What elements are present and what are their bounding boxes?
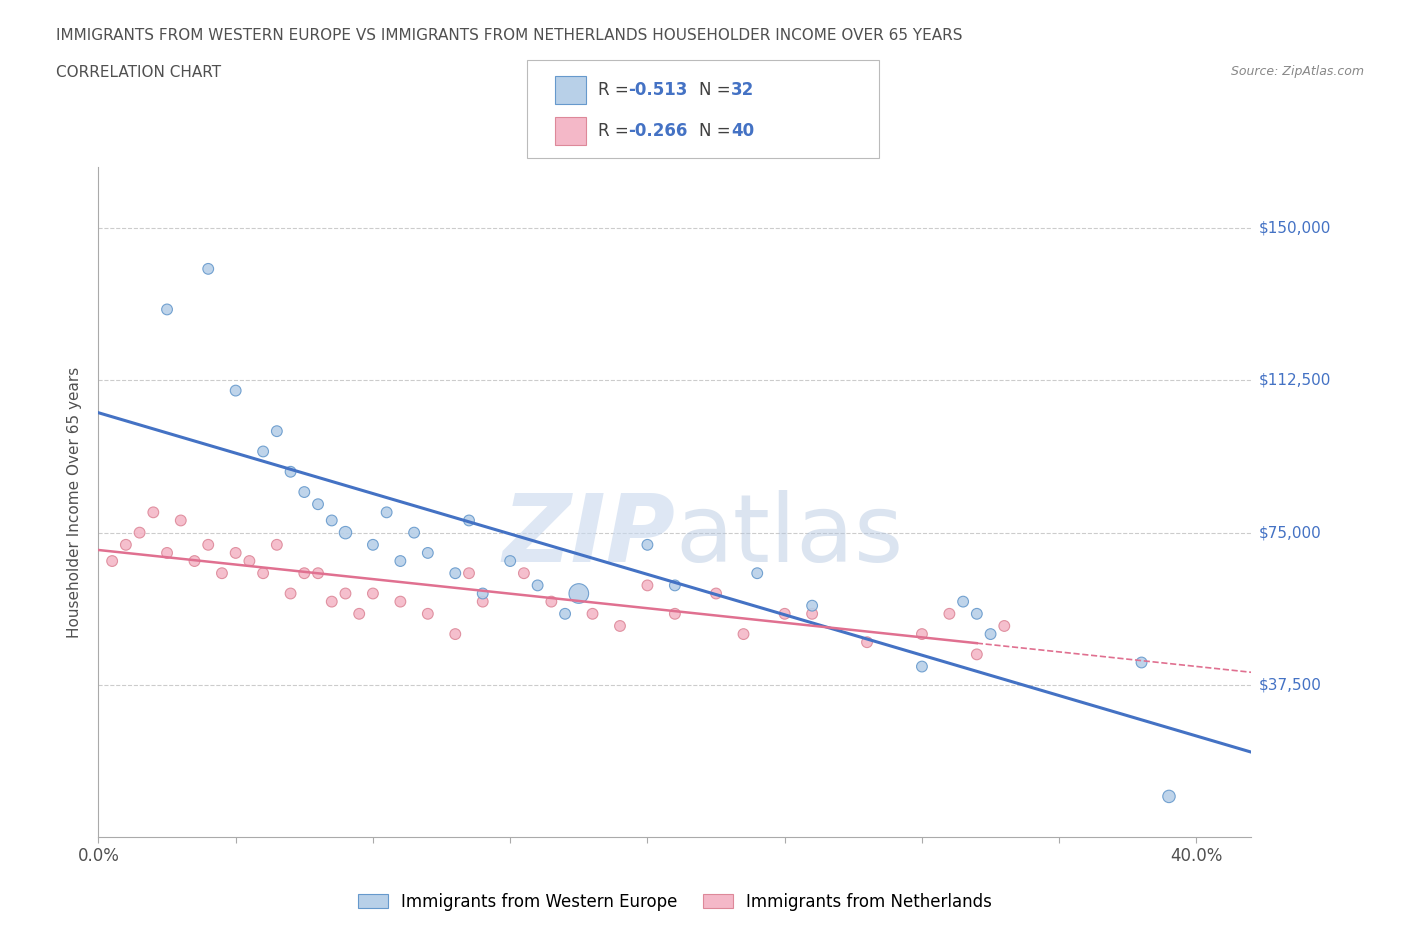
Point: [911, 659, 934, 674]
Point: [225, 383, 247, 398]
Text: 40: 40: [731, 123, 754, 140]
Text: R =: R =: [598, 81, 634, 99]
Point: [733, 627, 755, 642]
Point: [292, 565, 315, 580]
Point: [183, 553, 205, 568]
Point: [115, 538, 138, 552]
Point: [252, 565, 274, 580]
Text: $112,500: $112,500: [1258, 373, 1330, 388]
Point: [581, 606, 603, 621]
Point: [347, 606, 370, 621]
Point: [444, 627, 467, 642]
Point: [540, 594, 562, 609]
Point: [980, 627, 1002, 642]
Point: [554, 606, 576, 621]
Text: $150,000: $150,000: [1258, 220, 1330, 236]
Point: [252, 444, 274, 458]
Point: [170, 513, 193, 528]
Point: [664, 606, 686, 621]
Point: [280, 586, 302, 601]
Point: [321, 513, 343, 528]
Point: [389, 553, 412, 568]
Text: R =: R =: [598, 123, 634, 140]
Point: [416, 606, 439, 621]
Text: N =: N =: [699, 123, 735, 140]
Point: [526, 578, 548, 592]
Point: [609, 618, 631, 633]
Point: [404, 525, 426, 540]
Point: [156, 302, 179, 317]
Point: [458, 513, 481, 528]
Text: ZIP: ZIP: [502, 490, 675, 581]
Point: [335, 586, 357, 601]
Point: [966, 647, 988, 662]
Point: [389, 594, 412, 609]
Point: [321, 594, 343, 609]
Point: [458, 565, 481, 580]
Point: [801, 598, 824, 613]
Point: [636, 578, 658, 592]
Point: [952, 594, 974, 609]
Point: [361, 586, 384, 601]
Point: [1157, 789, 1180, 804]
Text: -0.513: -0.513: [628, 81, 688, 99]
Text: CORRELATION CHART: CORRELATION CHART: [56, 65, 221, 80]
Point: [307, 497, 329, 512]
Point: [773, 606, 796, 621]
Point: [307, 565, 329, 580]
Point: [568, 586, 591, 601]
Point: [375, 505, 398, 520]
Text: -0.266: -0.266: [628, 123, 688, 140]
Point: [156, 546, 179, 561]
Point: [335, 525, 357, 540]
Point: [513, 565, 536, 580]
Point: [856, 635, 879, 650]
Point: [280, 464, 302, 479]
Point: [499, 553, 522, 568]
Text: atlas: atlas: [675, 490, 903, 581]
Point: [211, 565, 233, 580]
Point: [197, 261, 219, 276]
Point: [747, 565, 769, 580]
Text: $75,000: $75,000: [1258, 525, 1322, 540]
Point: [225, 546, 247, 561]
Point: [911, 627, 934, 642]
Point: [142, 505, 165, 520]
Point: [966, 606, 988, 621]
Point: [292, 485, 315, 499]
Point: [416, 546, 439, 561]
Point: [993, 618, 1015, 633]
Point: [266, 424, 288, 439]
Text: $37,500: $37,500: [1258, 677, 1322, 692]
Legend: Immigrants from Western Europe, Immigrants from Netherlands: Immigrants from Western Europe, Immigran…: [353, 888, 997, 916]
Point: [636, 538, 658, 552]
Point: [197, 538, 219, 552]
Point: [444, 565, 467, 580]
Y-axis label: Householder Income Over 65 years: Householder Income Over 65 years: [67, 366, 83, 638]
Point: [801, 606, 824, 621]
Text: N =: N =: [699, 81, 735, 99]
Point: [101, 553, 124, 568]
Point: [938, 606, 960, 621]
Point: [361, 538, 384, 552]
Point: [664, 578, 686, 592]
Text: Source: ZipAtlas.com: Source: ZipAtlas.com: [1230, 65, 1364, 78]
Point: [1130, 655, 1153, 670]
Point: [471, 586, 494, 601]
Point: [704, 586, 727, 601]
Text: 32: 32: [731, 81, 755, 99]
Point: [238, 553, 260, 568]
Point: [471, 594, 494, 609]
Point: [266, 538, 288, 552]
Text: IMMIGRANTS FROM WESTERN EUROPE VS IMMIGRANTS FROM NETHERLANDS HOUSEHOLDER INCOME: IMMIGRANTS FROM WESTERN EUROPE VS IMMIGR…: [56, 28, 963, 43]
Point: [128, 525, 150, 540]
